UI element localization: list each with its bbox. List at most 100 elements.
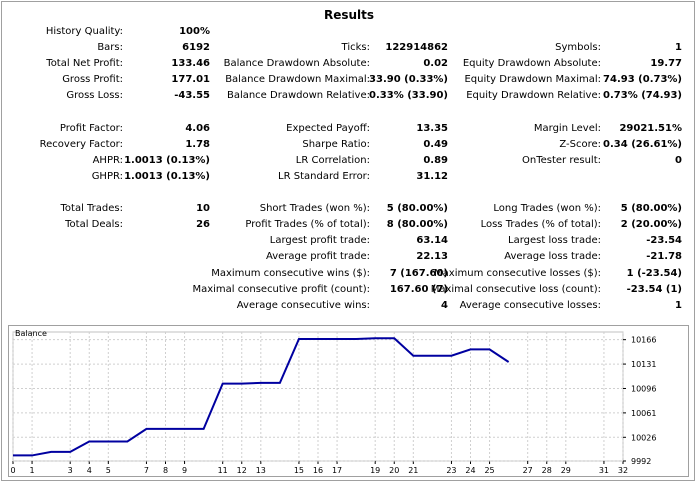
x-tick-label: 25 <box>484 466 494 475</box>
stat-col3-3-label: Equity Drawdown Relative: <box>466 90 601 102</box>
stat-col2-1-label: Balance Drawdown Absolute: <box>223 58 370 70</box>
stat-col2-4-label: Expected Payoff: <box>286 122 370 134</box>
stat-col2-5-label: Sharpe Ratio: <box>302 138 370 150</box>
stat-col1-5-label: Recovery Factor: <box>39 138 123 150</box>
x-tick-label: 23 <box>446 466 456 475</box>
stat-col2-2-value: 33.90 (0.33%) <box>369 74 448 86</box>
stat-col2-13-label: Maximal consecutive profit (count): <box>192 283 370 295</box>
stat-col1-1-value: 133.46 <box>171 58 210 70</box>
stat-col2-0-value: 122914862 <box>385 42 448 54</box>
stat-col2-10-label: Largest profit trade: <box>269 235 370 247</box>
stat-col3-10-value: -21.78 <box>646 251 682 263</box>
stat-col2-8-value: 5 (80.00%) <box>386 203 448 215</box>
stat-col3-5-value: 0.34 (26.61%) <box>603 138 682 150</box>
x-tick-label: 21 <box>408 466 418 475</box>
x-tick-label: 0 <box>10 466 15 475</box>
stat-col3-0-label: Symbols: <box>555 42 601 54</box>
x-tick-label: 1 <box>30 466 35 475</box>
stat-col3-1-value: 19.77 <box>650 58 682 70</box>
report-title: Results <box>323 8 375 22</box>
history-quality-value: 100% <box>179 26 210 37</box>
stat-col3-12-label: Maximal consecutive loss (count): <box>430 283 601 295</box>
stat-col1-3-label: Gross Loss: <box>66 90 123 102</box>
stat-col3-6-label: OnTester result: <box>521 154 601 166</box>
stat-col3-9-label: Largest loss trade: <box>508 235 601 247</box>
x-tick-label: 7 <box>144 466 149 475</box>
stat-col1-1-label: Total Net Profit: <box>46 58 123 70</box>
stat-col2-6-value: 0.89 <box>423 154 448 166</box>
stat-col1-9-value: 26 <box>196 219 210 231</box>
stat-col2-9-value: 8 (80.00%) <box>386 219 448 231</box>
stat-col3-0-value: 1 <box>675 42 682 54</box>
stat-col3-2-value: 74.93 (0.73%) <box>603 74 682 86</box>
x-tick-label: 31 <box>599 466 609 475</box>
stat-col2-13-value: 167.60 (7) <box>389 283 448 295</box>
stat-col2-12-value: 7 (167.60) <box>389 267 448 279</box>
stat-col2-7-value: 31.12 <box>416 170 448 182</box>
balance-line <box>13 337 510 457</box>
stat-col1-6-label: AHPR: <box>92 154 123 166</box>
stat-col2-3-label: Balance Drawdown Relative: <box>226 90 370 102</box>
stat-col1-2-value: 177.01 <box>171 74 210 86</box>
stat-col3-9-value: -23.54 <box>646 235 682 247</box>
x-tick-label: 15 <box>294 466 304 475</box>
y-tick-label: 10096 <box>631 384 656 393</box>
stat-col1-0-label: Bars: <box>97 42 123 54</box>
x-tick-label: 3 <box>68 466 73 475</box>
x-tick-label: 17 <box>332 466 342 475</box>
stat-col1-7-label: GHPR: <box>91 170 123 182</box>
stat-col3-13-label: Average consecutive losses: <box>459 299 601 311</box>
chart-title: Balance <box>15 329 47 338</box>
x-tick-label: 9 <box>182 466 187 475</box>
stat-col2-14-value: 4 <box>441 299 448 311</box>
stat-col2-4-value: 13.35 <box>416 122 448 134</box>
balance-chart: 0 1 3 4 5 7 8 9 11 12 13 15 16 17 19 20 21 23 24 25 27 28 29 31… <box>8 325 689 477</box>
stat-col3-8-label: Loss Trades (% of total): <box>480 219 601 231</box>
stat-col2-11-label: Average profit trade: <box>265 251 370 263</box>
stat-col1-9-label: Total Deals: <box>65 219 123 231</box>
x-tick-label: 5 <box>106 466 111 475</box>
stat-col3-7-value: 5 (80.00%) <box>620 203 682 215</box>
x-tick-label: 28 <box>542 466 552 475</box>
y-tick-label: 9992 <box>631 457 651 466</box>
x-tick-label: 27 <box>523 466 533 475</box>
x-tick-label: 4 <box>87 466 92 475</box>
stat-col1-0-value: 6192 <box>182 42 210 54</box>
stat-col1-4-value: 4.06 <box>185 122 210 134</box>
stat-col3-8-value: 2 (20.00%) <box>620 219 682 231</box>
x-tick-label: 8 <box>163 466 168 475</box>
y-tick-label: 10131 <box>631 360 656 369</box>
x-tick-label: 16 <box>313 466 323 475</box>
stat-col1-7-value: 1.0013 (0.13%) <box>124 170 210 182</box>
y-tick-label: 10026 <box>631 433 656 442</box>
stat-col2-7-label: LR Standard Error: <box>278 170 370 182</box>
stat-col2-14-label: Average consecutive wins: <box>236 299 370 311</box>
stat-col1-5-value: 1.78 <box>185 138 210 150</box>
stat-col1-4-label: Profit Factor: <box>59 122 123 134</box>
balance-chart-svg: 0 1 3 4 5 7 8 9 11 12 13 15 16 17 19 20 21 23 24 25 27 28 29 31… <box>10 329 656 475</box>
stat-col2-8-label: Short Trades (won %): <box>259 203 370 215</box>
stat-col1-2-label: Gross Profit: <box>62 74 123 86</box>
stat-col2-11-value: 22.13 <box>416 251 448 263</box>
stat-col1-8-label: Total Trades: <box>60 203 124 215</box>
x-tick-label: 29 <box>561 466 571 475</box>
x-tick-label: 24 <box>465 466 475 475</box>
stat-col3-4-value: 29021.51% <box>619 122 682 134</box>
stat-col3-7-label: Long Trades (won %): <box>493 203 601 215</box>
x-tick-label: 20 <box>389 466 399 475</box>
stat-col2-1-value: 0.02 <box>423 58 448 70</box>
x-tick-label: 13 <box>256 466 266 475</box>
stat-col3-6-value: 0 <box>675 154 682 166</box>
stat-col2-0-label: Ticks: <box>341 42 370 54</box>
x-tick-label: 32 <box>618 466 628 475</box>
stat-col2-10-value: 63.14 <box>416 235 448 247</box>
stat-col3-1-label: Equity Drawdown Absolute: <box>462 58 601 70</box>
stat-col3-10-label: Average loss trade: <box>504 251 601 263</box>
stat-col1-6-value: 1.0013 (0.13%) <box>124 154 210 166</box>
history-quality-label: History Quality: <box>45 26 123 37</box>
y-tick-label: 10061 <box>631 409 656 418</box>
stat-col3-11-value: 1 (-23.54) <box>626 267 682 279</box>
stat-col2-6-label: LR Correlation: <box>295 154 370 166</box>
stat-col3-2-label: Equity Drawdown Maximal: <box>464 74 601 86</box>
